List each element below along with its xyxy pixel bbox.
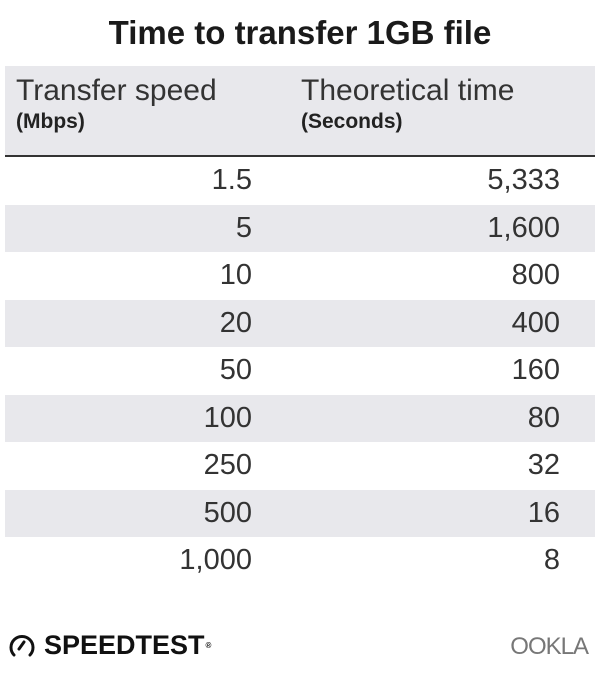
speed-cell: 1,000 bbox=[179, 544, 252, 576]
column-unit: (Mbps) bbox=[16, 110, 85, 133]
column-header-time: Theoretical time (Seconds) bbox=[301, 74, 514, 134]
time-cell: 400 bbox=[511, 306, 560, 339]
column-header-speed: Transfer speed (Mbps) bbox=[16, 74, 217, 134]
column-label: Transfer speed bbox=[16, 74, 217, 107]
table-row: 10 800 bbox=[5, 252, 595, 300]
speed-cell: 100 bbox=[203, 401, 252, 434]
table-row: 250 32 bbox=[5, 442, 595, 490]
time-cell: 1,600 bbox=[487, 211, 560, 244]
speed-cell: 500 bbox=[203, 496, 252, 529]
chart-title: Time to transfer 1GB file bbox=[108, 14, 492, 51]
time-cell: 5,333 bbox=[487, 164, 560, 196]
time-cell: 16 bbox=[527, 496, 560, 529]
table-header: Transfer speed (Mbps) Theoretical time (… bbox=[5, 66, 595, 157]
speed-cell: 250 bbox=[203, 449, 252, 481]
transfer-time-table: Transfer speed (Mbps) Theoretical time (… bbox=[5, 66, 595, 585]
table-row: 100 80 bbox=[5, 394, 595, 442]
time-cell: 800 bbox=[511, 259, 560, 291]
gauge-icon bbox=[9, 634, 35, 656]
time-cell: 32 bbox=[527, 449, 560, 481]
table-row: 1,000 8 bbox=[5, 537, 595, 585]
speed-cell: 5 bbox=[235, 211, 252, 244]
ookla-logo: OOKLA bbox=[510, 633, 589, 660]
speed-cell: 50 bbox=[219, 354, 252, 386]
table-row: 20 400 bbox=[5, 299, 595, 347]
table-row: 5 1,600 bbox=[5, 204, 595, 252]
time-cell: 160 bbox=[511, 354, 560, 386]
speed-cell: 1.5 bbox=[211, 164, 252, 196]
column-unit: (Seconds) bbox=[301, 110, 403, 133]
table-row: 50 160 bbox=[5, 347, 595, 395]
speed-cell: 20 bbox=[219, 306, 252, 339]
table-row: 1.5 5,333 bbox=[5, 157, 595, 205]
table-row: 500 16 bbox=[5, 489, 595, 537]
speedtest-logo: SPEEDTEST ® bbox=[8, 630, 211, 661]
speed-cell: 10 bbox=[219, 259, 252, 291]
time-cell: 8 bbox=[543, 544, 560, 576]
column-label: Theoretical time bbox=[301, 74, 515, 107]
table-body: 1.5 5,333 5 1,600 10 800 20 400 50 160 100 80 250 32 5… bbox=[5, 157, 595, 585]
time-cell: 80 bbox=[527, 401, 560, 434]
